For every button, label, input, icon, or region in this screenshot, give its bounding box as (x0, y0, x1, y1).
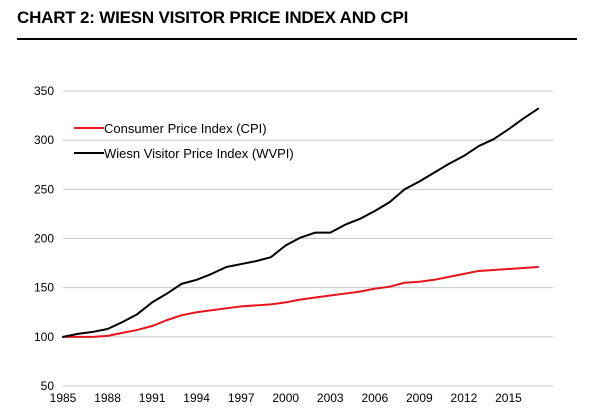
y-tick-label-200: 200 (34, 232, 54, 246)
cpi-series-line (62, 266, 540, 338)
x-tick-label-2012: 2012 (451, 391, 478, 405)
wvpi-series-line (62, 107, 540, 338)
x-tick-label-2006: 2006 (361, 391, 388, 405)
x-tick-label-1994: 1994 (183, 391, 210, 405)
legend-label-wvpi: Wiesn Visitor Price Index (WVPI) (104, 146, 294, 161)
x-tick-label-1991: 1991 (139, 391, 166, 405)
legend-label-cpi: Consumer Price Index (CPI) (104, 121, 267, 136)
legend: Consumer Price Index (CPI) Wiesn Visitor … (74, 121, 294, 161)
series-layer (62, 107, 540, 338)
y-tick-label-300: 300 (34, 133, 54, 147)
y-tick-label-350: 350 (34, 84, 54, 98)
x-tick-label-2003: 2003 (317, 391, 344, 405)
y-tick-label-250: 250 (34, 182, 54, 196)
x-tick-label-2015: 2015 (495, 391, 522, 405)
x-tick-label-1985: 1985 (50, 391, 77, 405)
x-tick-label-1997: 1997 (228, 391, 255, 405)
y-tick-label-100: 100 (34, 330, 54, 344)
x-tick-label-2009: 2009 (406, 391, 433, 405)
axis-layer: 50 100 150 200 250 300 350 1985 1988 1991 1994 1997… (34, 84, 553, 405)
chart-title: CHART 2: WIESN VISITOR PRICE INDEX AND C… (17, 8, 409, 27)
y-tick-label-50: 50 (41, 379, 55, 393)
x-tick-label-2000: 2000 (272, 391, 299, 405)
y-tick-label-150: 150 (34, 281, 54, 295)
x-tick-label-1988: 1988 (94, 391, 121, 405)
title-divider (17, 38, 577, 40)
